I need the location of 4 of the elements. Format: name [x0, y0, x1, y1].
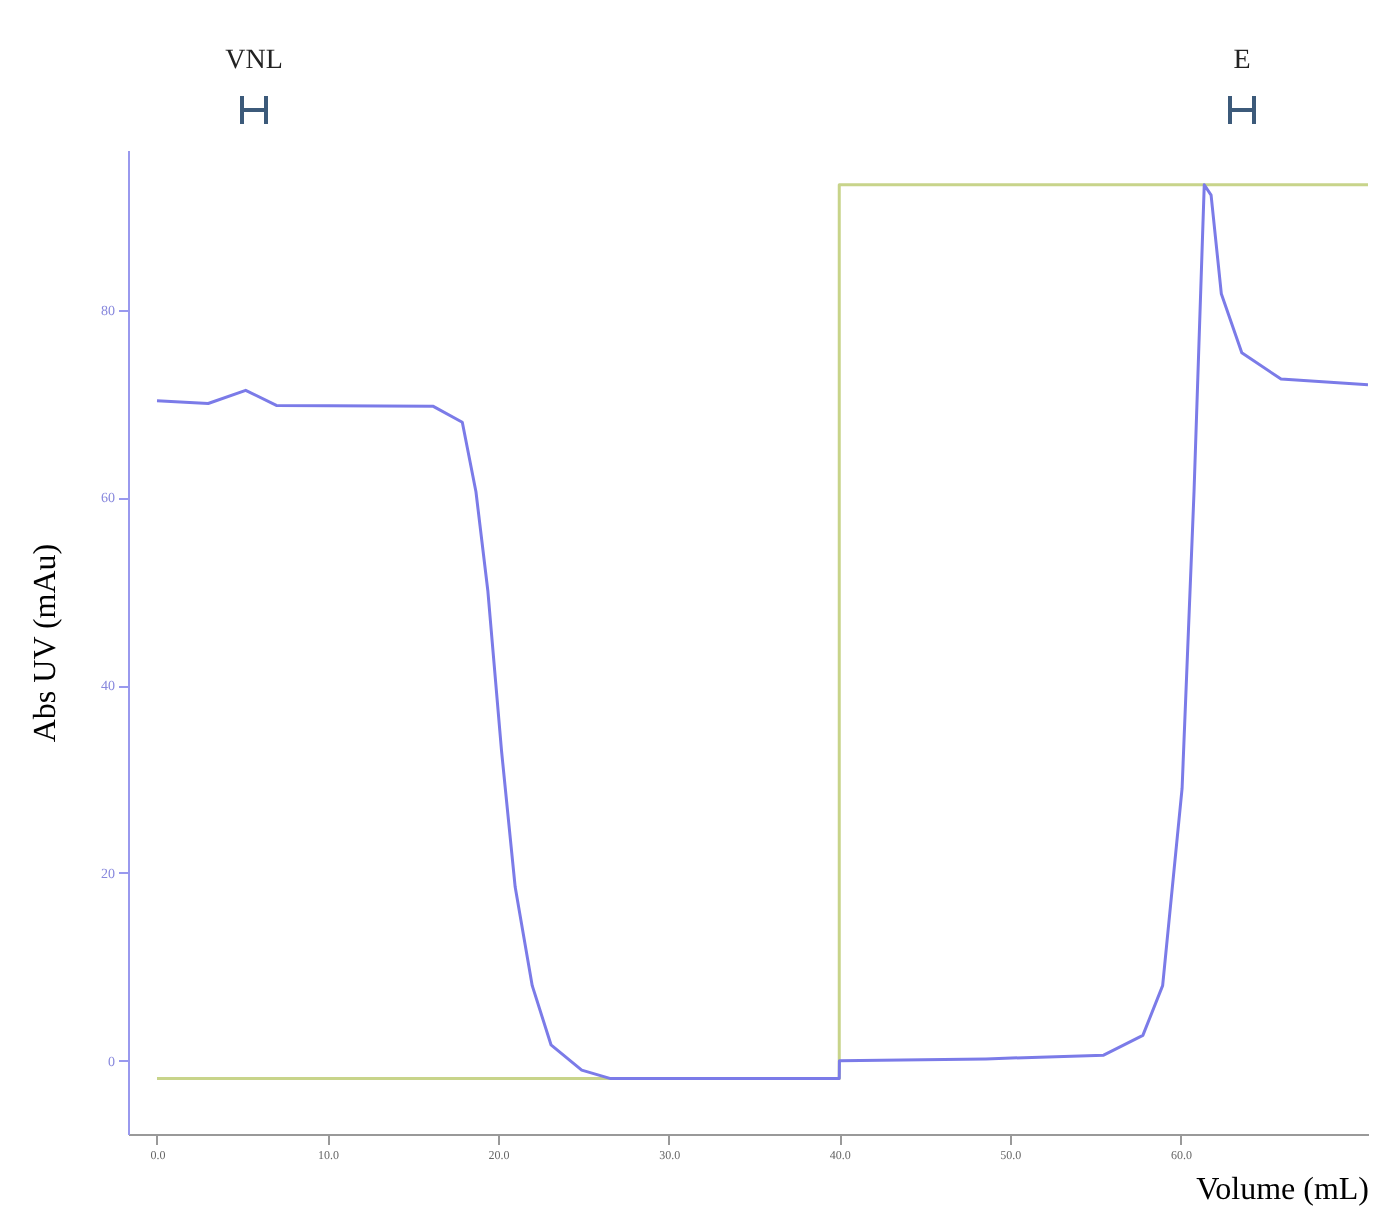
text: E — [1233, 46, 1251, 76]
y-axis-title: Abs UV (mAu) — [29, 543, 63, 743]
text: VNL — [225, 46, 283, 76]
x-axis-title: Volume (mL) — [1196, 1173, 1369, 1206]
